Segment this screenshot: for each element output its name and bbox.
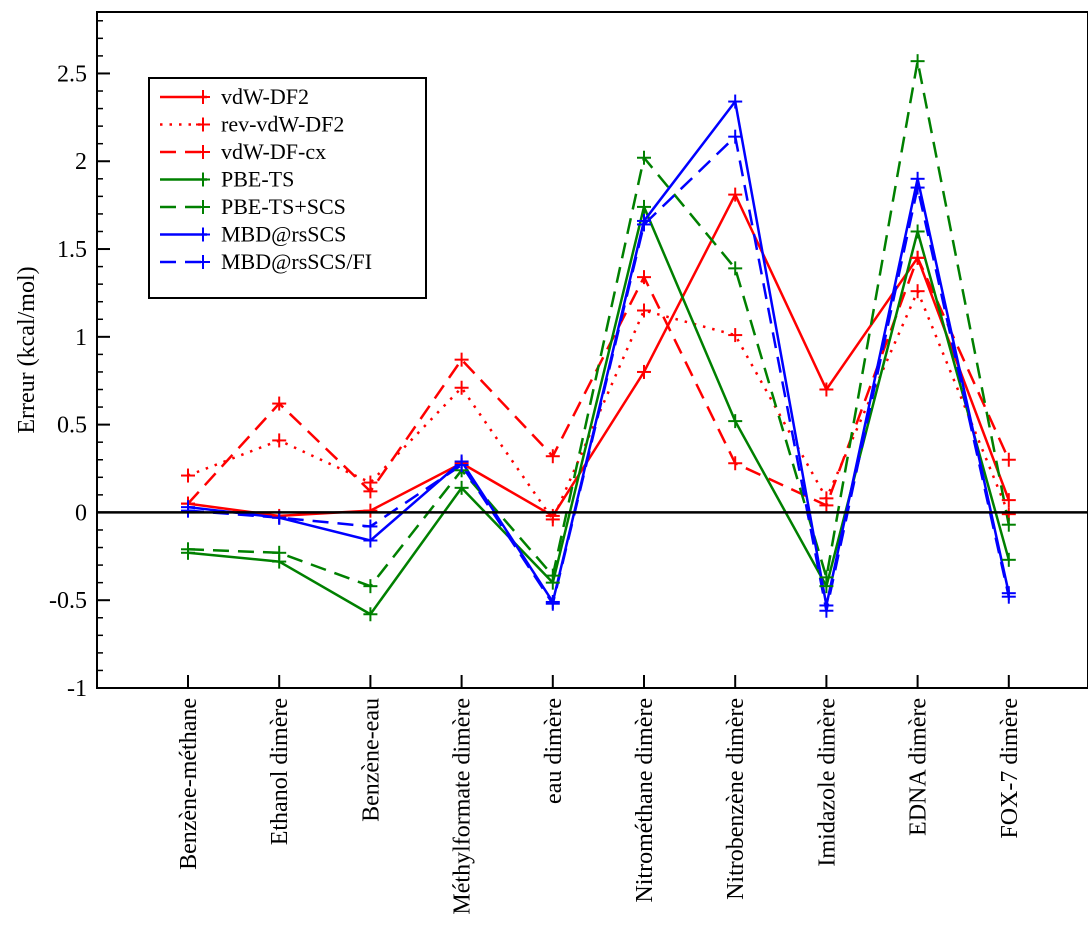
legend-item-vdw-df-cx: vdW-DF-cx — [160, 139, 326, 164]
data-point-vdw-df2 — [363, 503, 378, 518]
legend-item-mbd-rsscs-fi: MBD@rsSCS/FI — [160, 249, 372, 274]
data-point-rev-vdw-df2 — [728, 328, 743, 343]
data-point-vdw-df-cx — [1001, 452, 1016, 467]
x-tick-label-nitromethane-dimere: Nitrométhane dimère — [632, 698, 658, 903]
y-tick-label: 1.5 — [57, 237, 87, 263]
data-point-vdw-df2 — [728, 187, 743, 202]
legend-item-rev-vdw-df2: rev-vdW-DF2 — [160, 112, 344, 137]
data-point-rev-vdw-df2 — [181, 468, 195, 483]
x-tick-label-benzene-methane: Benzène-méthane — [176, 698, 202, 870]
y-tick-label: -1 — [67, 676, 87, 702]
data-point-rev-vdw-df2 — [454, 380, 469, 395]
data-point-pbe-ts — [910, 224, 925, 239]
data-point-vdw-df-cx — [454, 352, 469, 367]
x-axis: Benzène-méthane Ethanol dimère Benzène-eau… — [176, 675, 1023, 915]
y-tick-label: 0 — [75, 500, 87, 526]
data-point-mbd-rsscs-fi — [363, 519, 378, 534]
y-axis: -1 -0.5 0 0.5 1 1.5 2 2.5 — [49, 20, 110, 702]
y-axis-title: Erreur (kcal/mol) — [14, 266, 40, 433]
legend-label: MBD@rsSCS/FI — [221, 249, 372, 274]
x-tick-label-methylformate-dimere: Méthylformate dimère — [450, 698, 476, 915]
data-point-vdw-df-cx — [545, 449, 560, 464]
data-point-pbe-ts-scs — [819, 570, 834, 585]
data-point-pbe-ts-scs — [545, 568, 560, 583]
data-point-vdw-df2 — [819, 382, 834, 397]
x-tick-label-imidazole-dimere: Imidazole dimère — [814, 698, 840, 867]
x-tick-label-fox-7-dimere: FOX-7 dimère — [997, 698, 1023, 839]
series-lines — [187, 59, 1011, 616]
legend-item-vdw-df2: vdW-DF2 — [160, 84, 309, 109]
data-point-vdw-df-cx — [637, 270, 651, 285]
legend-label: rev-vdW-DF2 — [221, 112, 344, 137]
data-point-pbe-ts — [728, 414, 743, 429]
data-point-rev-vdw-df2 — [272, 433, 287, 448]
data-point-vdw-df-cx — [728, 456, 743, 471]
x-tick-label-nitrobenzene-dimere: Nitrobenzène dimère — [723, 698, 749, 900]
data-point-vdw-df-cx — [272, 396, 287, 411]
data-point-vdw-df2 — [637, 364, 651, 379]
legend-item-mbd-rsscs: MBD@rsSCS — [160, 222, 346, 247]
data-point-pbe-ts — [1001, 552, 1016, 567]
data-point-mbd-rsscs-fi — [728, 129, 743, 144]
x-tick-label-ethanol-dimere: Ethanol dimère — [267, 698, 293, 845]
series-line-pbe-ts-scs — [187, 59, 1011, 588]
data-point-pbe-ts-scs — [181, 542, 195, 557]
data-point-pbe-ts-scs — [637, 150, 651, 165]
plot-frame — [96, 11, 1088, 689]
data-point-pbe-ts-scs — [272, 545, 287, 560]
y-tick-label: 2 — [75, 149, 87, 175]
data-point-vdw-df-cx — [910, 250, 925, 265]
series-line-mbd-rsscs-fi — [187, 135, 1011, 612]
data-point-pbe-ts-scs — [363, 579, 378, 594]
data-point-pbe-ts — [637, 199, 651, 214]
y-tick-label: -0.5 — [49, 588, 87, 614]
data-point-rev-vdw-df2 — [637, 303, 651, 318]
y-tick-label: 1 — [75, 325, 87, 351]
y-tick-label: 0.5 — [57, 413, 87, 439]
legend-item-pbe-ts-scs: PBE-TS+SCS — [160, 194, 346, 219]
data-point-rev-vdw-df2 — [910, 284, 925, 299]
data-point-mbd-rsscs-fi — [454, 458, 469, 473]
data-point-rev-vdw-df2 — [545, 512, 560, 527]
data-point-mbd-rsscs-fi — [637, 217, 651, 232]
legend-label: vdW-DF2 — [221, 84, 309, 109]
legend-item-pbe-ts: PBE-TS — [160, 167, 294, 192]
legend-label: vdW-DF-cx — [221, 139, 326, 164]
legend-label: PBE-TS — [221, 167, 294, 192]
data-point-pbe-ts-scs — [728, 261, 743, 276]
data-point-pbe-ts — [363, 607, 378, 622]
series-markers — [181, 54, 1016, 622]
series-line-pbe-ts — [187, 205, 1011, 616]
data-point-mbd-rsscs-fi — [1001, 589, 1016, 604]
data-point-mbd-rsscs-fi — [819, 603, 834, 618]
data-point-pbe-ts-scs — [910, 54, 925, 69]
legend-label: PBE-TS+SCS — [221, 194, 346, 219]
data-point-mbd-rsscs-fi — [181, 503, 195, 518]
data-point-vdw-df-cx — [363, 484, 378, 499]
data-point-mbd-rsscs-fi — [545, 596, 560, 611]
data-point-pbe-ts-scs — [1001, 517, 1016, 532]
data-point-mbd-rsscs — [363, 533, 378, 548]
x-tick-label-edna-dimere: EDNA dimère — [906, 698, 932, 836]
data-point-vdw-df2 — [1001, 493, 1016, 508]
legend-label: MBD@rsSCS — [221, 222, 346, 247]
y-tick-label: 2.5 — [57, 61, 87, 87]
data-point-vdw-df-cx — [819, 498, 834, 513]
data-point-mbd-rsscs — [728, 94, 743, 109]
data-point-pbe-ts — [454, 480, 469, 495]
x-tick-label-eau-dimere: eau dimère — [541, 698, 567, 804]
x-tick-label-benzene-eau: Benzène-eau — [358, 698, 384, 822]
data-point-mbd-rsscs-fi — [910, 180, 925, 195]
